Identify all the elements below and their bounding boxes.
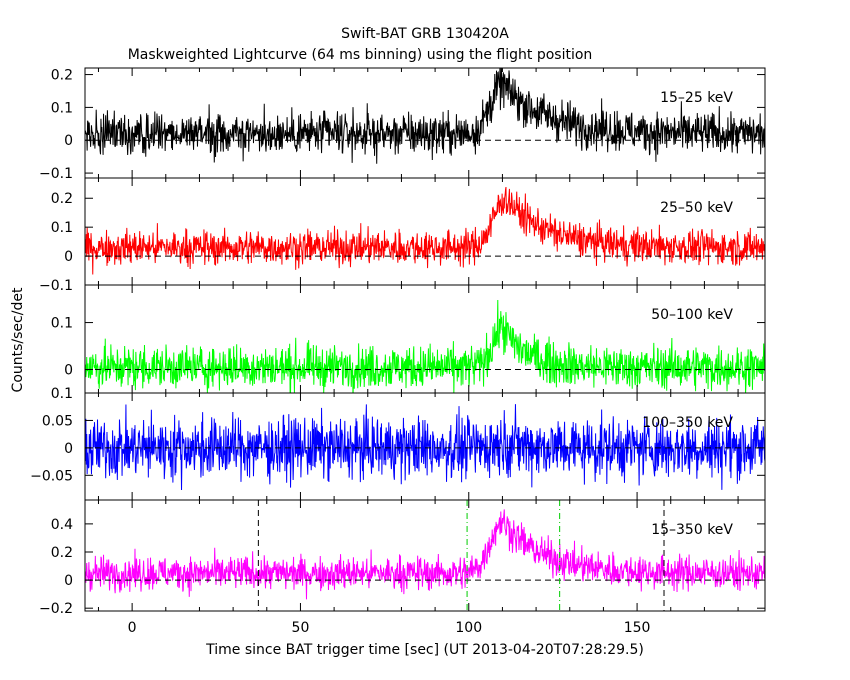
y-tick-label: 0 bbox=[64, 573, 73, 589]
series-line bbox=[85, 186, 765, 275]
series-label: 50–100 keV bbox=[651, 307, 733, 323]
series-line bbox=[85, 509, 765, 600]
y-tick-label: 0 bbox=[64, 441, 73, 457]
chart-title: Swift-BAT GRB 130420A bbox=[341, 26, 509, 42]
series-line bbox=[85, 68, 765, 164]
panel-25-50-kev: −0.1 0 0.1 0.2 25–50 keV bbox=[39, 177, 766, 294]
chart-subtitle: Maskweighted Lightcurve (64 ms binning) … bbox=[128, 47, 593, 63]
panel-15-25-kev: −0.1 0 0.1 0.2 15–25 keV bbox=[39, 67, 766, 182]
y-tick-label: 0 bbox=[64, 133, 73, 149]
y-tick-label: 0.1 bbox=[51, 100, 73, 116]
y-tick-label: 0.2 bbox=[51, 545, 73, 561]
panels-group: −0.1 0 0.1 0.2 15–25 keV −0.1 0 0.1 0.2 25–50 keV… bbox=[30, 67, 766, 636]
series-label: 100–350 keV bbox=[642, 415, 733, 431]
y-tick-label: 0.4 bbox=[51, 517, 73, 533]
y-tick-label: 0.1 bbox=[51, 316, 73, 332]
series-line bbox=[85, 299, 765, 393]
y-tick-label: 0.1 bbox=[51, 220, 73, 236]
x-tick-label: 150 bbox=[624, 620, 651, 636]
series-line bbox=[85, 404, 765, 491]
series-label: 25–50 keV bbox=[660, 200, 733, 216]
y-tick-label: 0.2 bbox=[51, 68, 73, 84]
y-tick-label: 0.2 bbox=[51, 191, 73, 207]
panel-frame bbox=[84, 499, 766, 612]
x-tick-label: 50 bbox=[292, 620, 310, 636]
x-axis-label: Time since BAT trigger time [sec] (UT 20… bbox=[205, 642, 644, 658]
y-tick-label: −0.1 bbox=[39, 166, 73, 182]
y-tick-label: 0.05 bbox=[42, 413, 73, 429]
series-label: 15–350 keV bbox=[651, 522, 733, 538]
y-tick-label: −0.2 bbox=[39, 601, 73, 617]
y-tick-label: 0 bbox=[64, 363, 73, 379]
panel-15-350-kev: −0.2 0 0.2 0.4 15–350 keV bbox=[39, 499, 766, 617]
x-tick-label: 100 bbox=[455, 620, 482, 636]
y-tick-label: −0.1 bbox=[39, 278, 73, 294]
y-axis-label: Counts/sec/det bbox=[10, 287, 26, 392]
y-tick-label: 0.1 bbox=[51, 386, 73, 402]
panel-100-350-kev: −0.05 0 0.05 0.1 100–350 keV bbox=[30, 386, 766, 501]
y-tick-label: 0 bbox=[64, 249, 73, 265]
panel-50-100-kev: 0 0.1 50–100 keV bbox=[51, 284, 766, 394]
series-label: 15–25 keV bbox=[660, 90, 733, 106]
x-tick-label: 0 bbox=[128, 620, 137, 636]
y-tick-label: −0.05 bbox=[30, 468, 73, 484]
